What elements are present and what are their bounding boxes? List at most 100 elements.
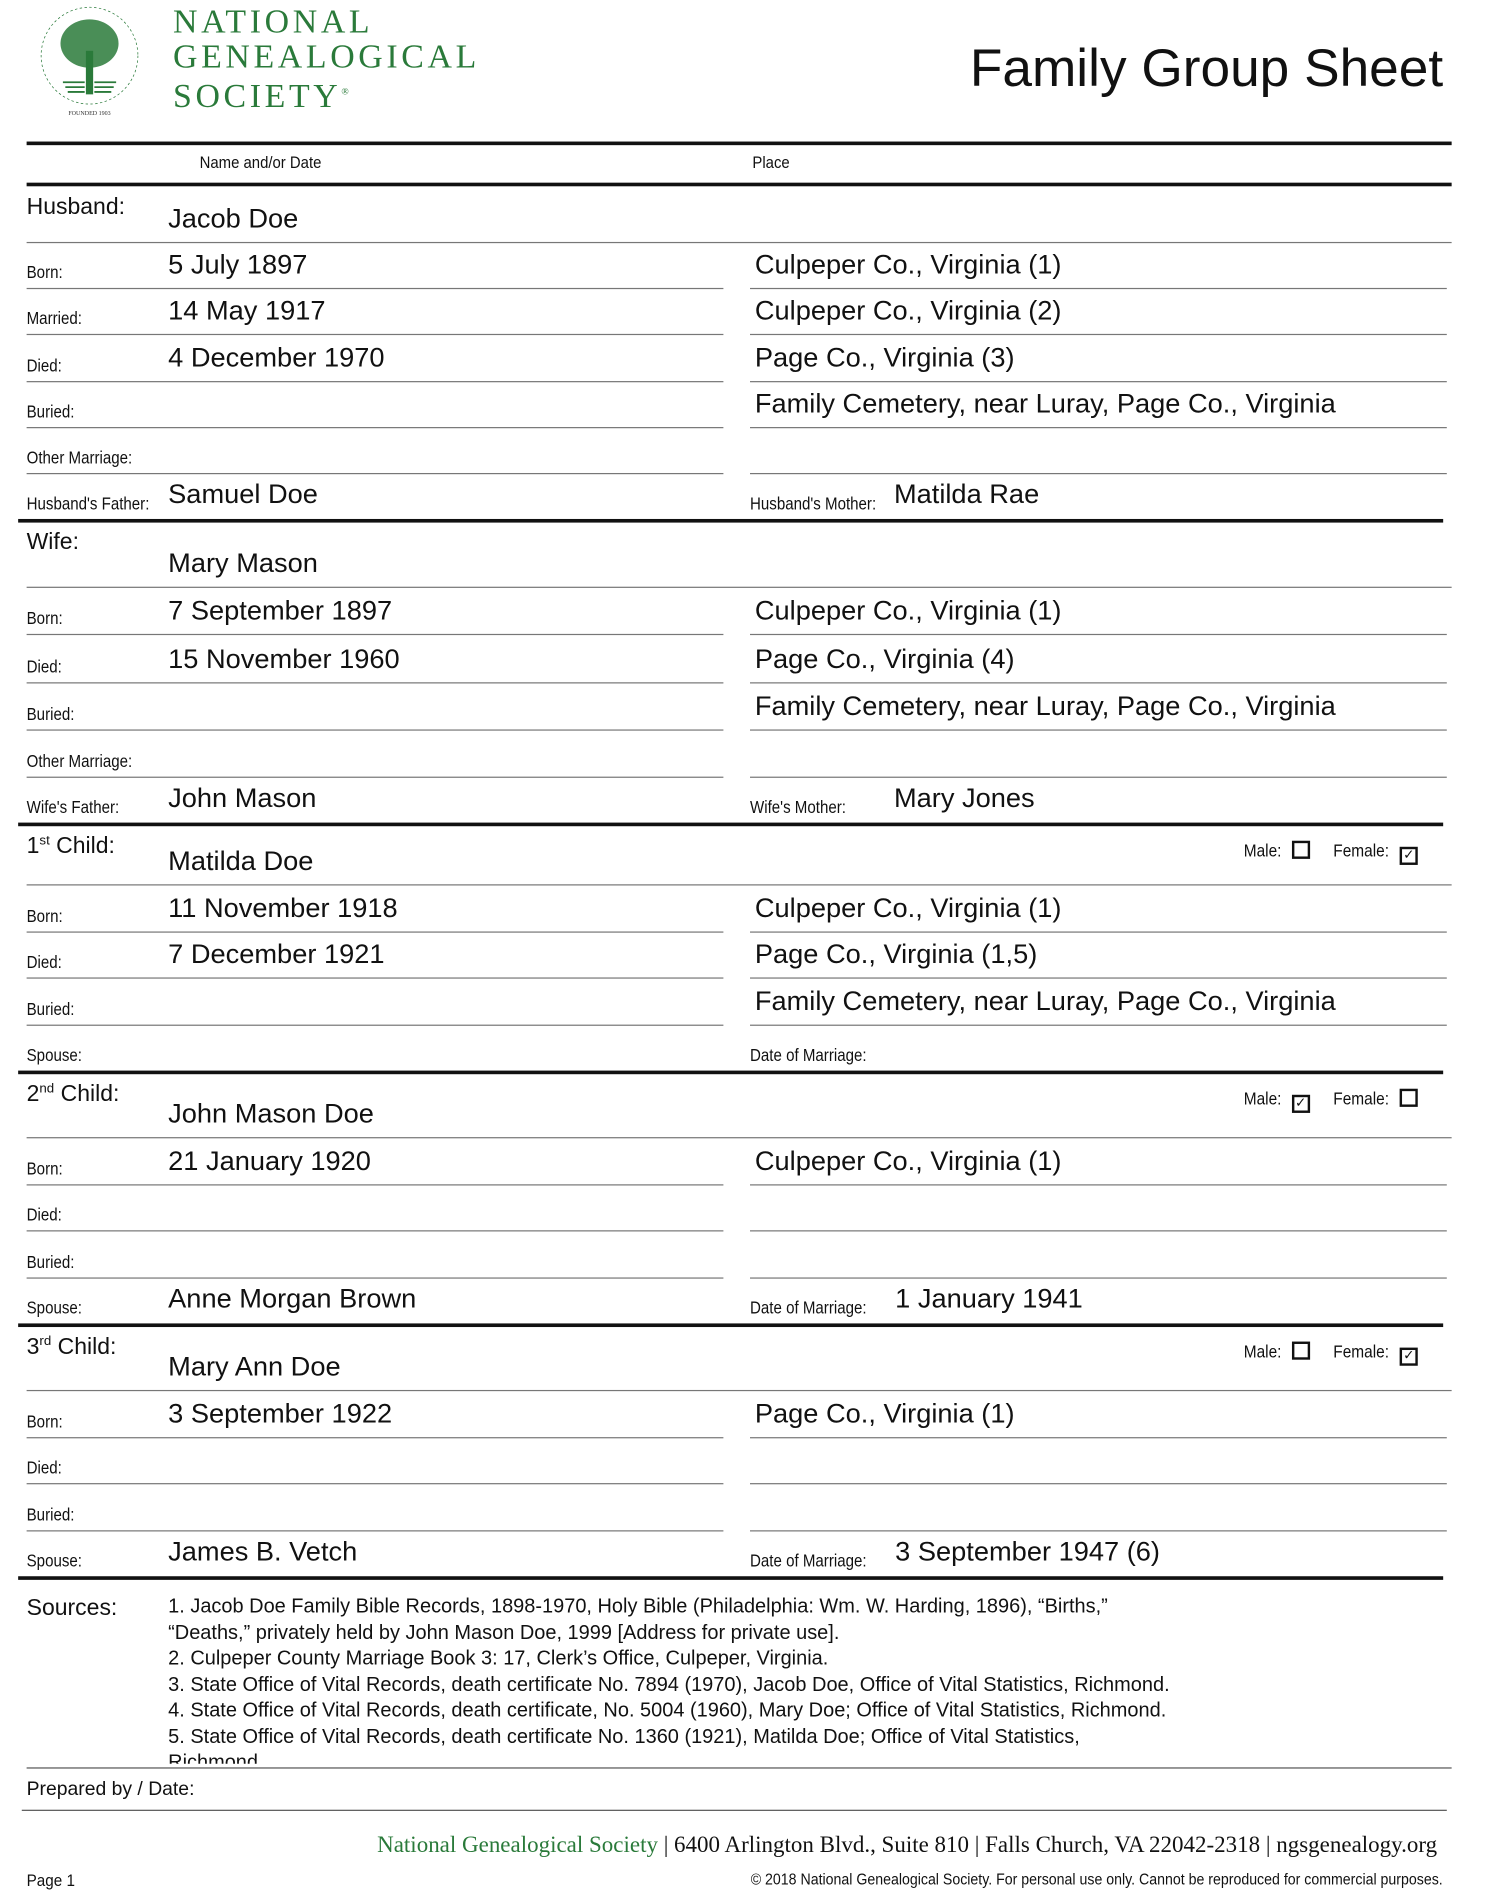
- place-rule: [750, 287, 1447, 290]
- row-label: Buried:: [26, 705, 75, 725]
- left-relation-value[interactable]: Anne Morgan Brown: [168, 1283, 417, 1314]
- section-label: Wife:: [27, 530, 79, 557]
- name-rule: [26, 1137, 1452, 1139]
- org-name-line-2: GENEALOGICAL: [172, 38, 480, 77]
- right-relation-value[interactable]: 3 September 1947 (6): [895, 1536, 1160, 1567]
- header-top-rule: [26, 141, 1452, 146]
- left-relation-value[interactable]: John Mason: [168, 782, 317, 813]
- female-checkbox-checked[interactable]: ✓: [1399, 1347, 1418, 1366]
- source-line: “Deaths,” privately held by John Mason D…: [168, 1621, 840, 1644]
- female-checkbox-checked[interactable]: ✓: [1399, 846, 1418, 865]
- place-rule: [750, 1184, 1447, 1186]
- source-line: 2. Culpeper County Marriage Book 3: 17, …: [168, 1647, 829, 1670]
- footer-website[interactable]: ngsgenealogy.org: [1276, 1832, 1438, 1859]
- place-field[interactable]: Page Co., Virginia (4): [754, 643, 1015, 674]
- right-relation-value[interactable]: Mary Jones: [893, 782, 1035, 813]
- place-field[interactable]: Culpeper Co., Virginia (1): [754, 249, 1062, 280]
- section-label: 2nd Child:: [27, 1081, 120, 1108]
- female-checkbox[interactable]: [1399, 1088, 1418, 1107]
- date-rule: [26, 1530, 724, 1532]
- place-rule: [750, 1437, 1447, 1439]
- male-checkbox-checked[interactable]: ✓: [1291, 1094, 1310, 1113]
- place-field[interactable]: Family Cemetery, near Luray, Page Co., V…: [754, 388, 1336, 419]
- date-field[interactable]: 14 May 1917: [168, 295, 326, 326]
- section-label-text: Husband:: [26, 194, 126, 221]
- row-label: Born:: [26, 907, 63, 927]
- prepared-by-rule: [21, 1809, 1447, 1811]
- source-line: 4. State Office of Vital Records, death …: [168, 1699, 1167, 1722]
- male-checkbox[interactable]: [1291, 840, 1310, 859]
- place-rule: [750, 1024, 1447, 1026]
- date-rule: [26, 682, 724, 684]
- date-field[interactable]: 7 December 1921: [168, 938, 385, 969]
- page-number: Page 1: [26, 1870, 75, 1890]
- sources-label: Sources:: [26, 1595, 118, 1621]
- place-field[interactable]: Page Co., Virginia (3): [754, 342, 1015, 373]
- section-label-rest: Child:: [49, 833, 115, 860]
- row-label: Buried:: [26, 1253, 75, 1273]
- date-field[interactable]: 21 January 1920: [168, 1145, 371, 1176]
- section-label-rest: Child:: [51, 1334, 117, 1361]
- row-label: Died:: [26, 953, 62, 973]
- right-relation-value[interactable]: Matilda Rae: [893, 479, 1040, 510]
- header-bottom-rule: [26, 182, 1452, 187]
- place-rule: [750, 1230, 1447, 1232]
- section-label-rest: Child:: [54, 1081, 120, 1108]
- place-field[interactable]: Family Cemetery, near Luray, Page Co., V…: [754, 985, 1336, 1017]
- date-field[interactable]: 5 July 1897: [168, 249, 308, 280]
- left-relation-value[interactable]: James B. Vetch: [168, 1536, 358, 1567]
- date-field[interactable]: 11 November 1918: [168, 892, 398, 924]
- place-rule: [750, 427, 1447, 429]
- section-rule: [18, 518, 1444, 523]
- copyright: © 2018 National Genealogical Society. Fo…: [751, 1870, 1444, 1889]
- left-relation-label: Husband's Father:: [26, 494, 150, 515]
- place-field[interactable]: Page Co., Virginia (1): [754, 1398, 1015, 1429]
- place-rule: [750, 1483, 1447, 1485]
- place-rule: [750, 472, 1447, 475]
- place-field[interactable]: Culpeper Co., Virginia (1): [754, 1145, 1062, 1176]
- right-relation-value[interactable]: 1 January 1941: [895, 1283, 1083, 1314]
- page-title: Family Group Sheet: [969, 38, 1444, 98]
- name-rule: [26, 1389, 1452, 1392]
- person-name: John Mason Doe: [168, 1098, 374, 1129]
- male-label: Male:: [1243, 841, 1282, 862]
- section-label-text: Wife:: [26, 529, 79, 556]
- date-rule: [26, 776, 724, 778]
- place-field[interactable]: Culpeper Co., Virginia (1): [754, 892, 1062, 924]
- date-rule: [26, 333, 724, 336]
- sex-checkboxes: Male: ✓ Female:: [1241, 1088, 1418, 1113]
- section-rule: [18, 1323, 1444, 1328]
- person-name: Jacob Doe: [168, 203, 299, 234]
- place-field[interactable]: Page Co., Virginia (1,5): [754, 938, 1038, 969]
- left-relation-label: Wife's Father:: [26, 798, 120, 818]
- female-label: Female:: [1332, 1342, 1389, 1363]
- row-label: Died:: [26, 356, 62, 377]
- row-label: Buried:: [26, 1506, 75, 1526]
- place-rule: [750, 381, 1447, 383]
- row-label: Other Marriage:: [26, 448, 133, 469]
- date-field[interactable]: 3 September 1922: [168, 1398, 393, 1429]
- row-label: Born:: [26, 1160, 63, 1180]
- date-rule: [26, 472, 724, 475]
- date-field[interactable]: 7 September 1897: [168, 595, 393, 626]
- org-name-line-1: NATIONAL: [172, 3, 374, 42]
- left-relation-value[interactable]: Samuel Doe: [168, 479, 318, 510]
- ngs-tree-logo: FOUNDED 1903: [40, 6, 139, 117]
- sex-checkboxes: Male: Female: ✓: [1241, 1341, 1418, 1366]
- place-rule: [750, 977, 1447, 979]
- section-rule: [18, 1576, 1444, 1580]
- left-relation-label: Spouse:: [26, 1552, 82, 1572]
- place-field[interactable]: Family Cemetery, near Luray, Page Co., V…: [754, 690, 1336, 721]
- section-label: Husband:: [27, 195, 125, 222]
- section-rule: [18, 1070, 1444, 1075]
- date-field[interactable]: 4 December 1970: [168, 342, 385, 373]
- row-label: Born:: [26, 1412, 63, 1433]
- male-checkbox[interactable]: [1291, 1341, 1310, 1360]
- date-rule: [26, 1230, 724, 1232]
- date-field[interactable]: 15 November 1960: [168, 643, 400, 674]
- date-rule: [26, 427, 724, 429]
- place-field[interactable]: Culpeper Co., Virginia (1): [754, 595, 1062, 626]
- sex-checkboxes: Male: Female: ✓: [1241, 840, 1418, 865]
- place-field[interactable]: Culpeper Co., Virginia (2): [754, 295, 1062, 326]
